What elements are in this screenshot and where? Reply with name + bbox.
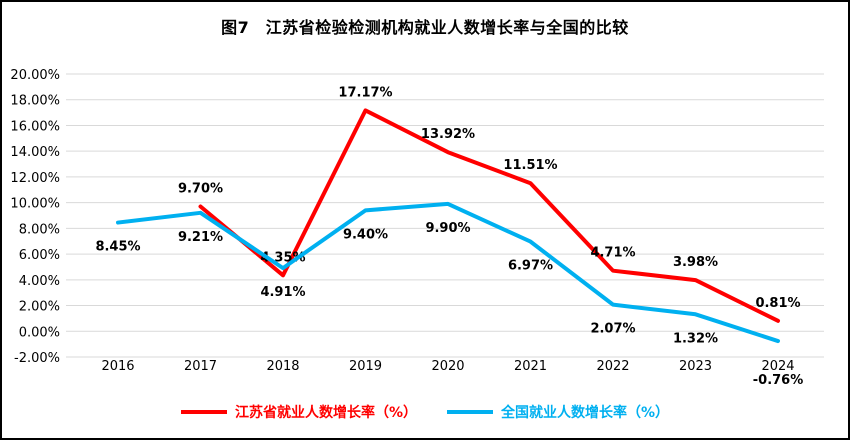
data-label: 9.40% bbox=[343, 227, 388, 242]
y-axis-tick-label: 18.00% bbox=[10, 94, 60, 109]
series-line-0 bbox=[198, 108, 780, 323]
y-axis-tick-label: 12.00% bbox=[10, 171, 60, 186]
legend: 江苏省就业人数增长率（%） 全国就业人数增长率（%） bbox=[2, 402, 848, 422]
x-axis-tick-label: 2018 bbox=[266, 359, 299, 374]
data-label: 2.07% bbox=[590, 322, 635, 337]
series-line-1 bbox=[116, 201, 780, 344]
legend-item-national: 全国就业人数增长率（%） bbox=[447, 402, 669, 422]
x-axis-tick-label: 2021 bbox=[514, 359, 547, 374]
x-axis-tick-label: 2016 bbox=[101, 359, 134, 374]
x-axis-tick-label: 2017 bbox=[184, 359, 217, 374]
y-axis-tick-label: 6.00% bbox=[19, 248, 60, 263]
y-axis-tick-label: 4.00% bbox=[19, 274, 60, 289]
data-label: -0.76% bbox=[753, 373, 804, 388]
data-label: 13.92% bbox=[421, 127, 475, 142]
y-axis-tick-label: -2.00% bbox=[14, 351, 60, 366]
data-label: 3.98% bbox=[673, 255, 718, 270]
y-axis-tick-label: 16.00% bbox=[10, 119, 60, 134]
legend-label-national: 全国就业人数增长率（%） bbox=[501, 405, 670, 421]
chart-title: 图7 江苏省检验检测机构就业人数增长率与全国的比较 bbox=[221, 18, 629, 37]
legend-swatch-national bbox=[447, 410, 493, 414]
legend-swatch-jiangsu bbox=[180, 410, 227, 414]
x-axis-tick-label: 2024 bbox=[761, 359, 794, 374]
data-label: 17.17% bbox=[338, 85, 392, 100]
y-axis-tick-label: 2.00% bbox=[19, 300, 60, 315]
x-axis-tick-label: 2020 bbox=[431, 359, 464, 374]
data-label: 0.81% bbox=[755, 296, 800, 311]
data-label: 9.21% bbox=[178, 230, 223, 245]
data-label: 9.90% bbox=[425, 221, 470, 236]
y-axis-tick-label: 8.00% bbox=[19, 222, 60, 237]
y-axis-tick-label: 0.00% bbox=[19, 325, 60, 340]
y-axis-tick-label: 20.00% bbox=[10, 68, 60, 83]
x-axis-tick-label: 2019 bbox=[349, 359, 382, 374]
y-axis-tick-label: 10.00% bbox=[10, 197, 60, 212]
y-axis-tick-label: 14.00% bbox=[10, 145, 60, 160]
x-axis-tick-label: 2023 bbox=[679, 359, 712, 374]
data-label: 4.91% bbox=[260, 285, 305, 300]
data-label: 11.51% bbox=[503, 158, 557, 173]
data-label: 6.97% bbox=[508, 259, 553, 274]
legend-item-jiangsu: 江苏省就业人数增长率（%） bbox=[180, 402, 417, 422]
data-label: 1.32% bbox=[673, 331, 718, 346]
data-label: 8.45% bbox=[95, 240, 140, 255]
data-label: 4.71% bbox=[590, 246, 635, 261]
legend-label-jiangsu: 江苏省就业人数增长率（%） bbox=[234, 405, 417, 421]
data-label: 9.70% bbox=[178, 181, 223, 196]
x-axis-tick-label: 2022 bbox=[596, 359, 629, 374]
